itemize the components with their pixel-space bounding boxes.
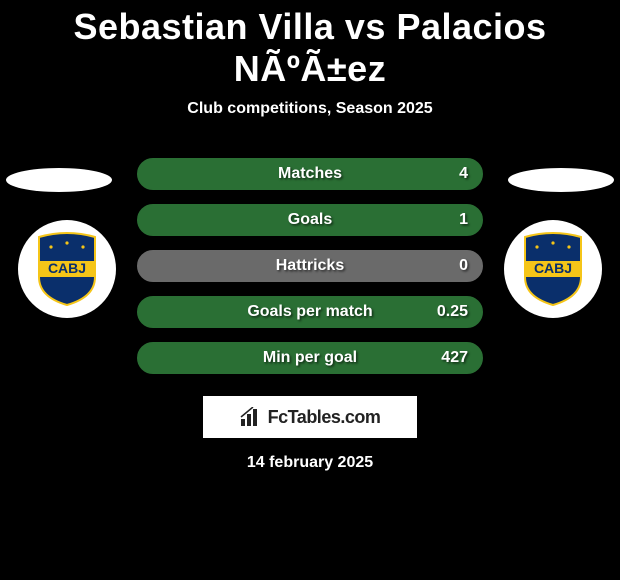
page-title: Sebastian Villa vs Palacios NÃºÃ±ez (0, 0, 620, 90)
comparison-panel: CABJ CABJ Matches 4 Goals 1 Hattricks 0 (0, 158, 620, 472)
svg-text:CABJ: CABJ (48, 260, 86, 276)
bar-chart-icon (240, 407, 262, 427)
svg-text:CABJ: CABJ (534, 260, 572, 276)
brand-badge[interactable]: FcTables.com (203, 396, 417, 438)
stat-row-goals-per-match: Goals per match 0.25 (137, 296, 483, 328)
club-shield-icon: CABJ (521, 231, 585, 307)
stat-row-hattricks: Hattricks 0 (137, 250, 483, 282)
player-right-club-badge: CABJ (504, 220, 602, 318)
stat-label: Min per goal (263, 349, 357, 367)
page-subtitle: Club competitions, Season 2025 (0, 100, 620, 118)
stat-label: Hattricks (276, 257, 344, 275)
date-text: 14 february 2025 (0, 454, 620, 472)
stat-row-matches: Matches 4 (137, 158, 483, 190)
stat-label: Matches (278, 165, 342, 183)
player-right-photo-ellipse (508, 168, 614, 192)
stat-row-min-per-goal: Min per goal 427 (137, 342, 483, 374)
stat-value: 0.25 (437, 303, 468, 321)
stat-value: 4 (459, 165, 468, 183)
stat-label: Goals (288, 211, 332, 229)
player-left-club-badge: CABJ (18, 220, 116, 318)
stat-row-goals: Goals 1 (137, 204, 483, 236)
stats-list: Matches 4 Goals 1 Hattricks 0 Goals per … (137, 158, 483, 374)
stat-value: 427 (441, 349, 468, 367)
stat-value: 1 (459, 211, 468, 229)
player-left-photo-ellipse (6, 168, 112, 192)
club-shield-icon: CABJ (35, 231, 99, 307)
stat-label: Goals per match (247, 303, 372, 321)
stat-value: 0 (459, 257, 468, 275)
brand-text: FcTables.com (268, 407, 381, 428)
